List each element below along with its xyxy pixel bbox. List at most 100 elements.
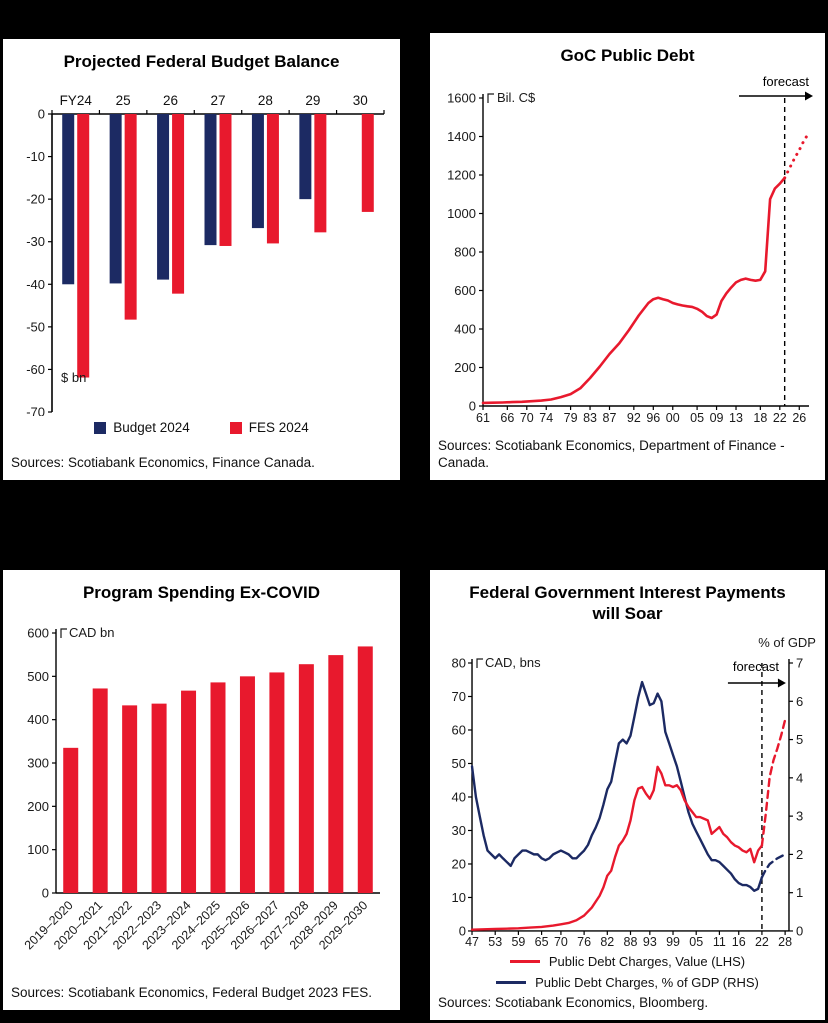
legend-swatch-budget-2024 <box>94 421 107 434</box>
svg-text:3: 3 <box>795 808 802 823</box>
panel-interest-payments: Federal Government Interest Payments wil… <box>427 567 828 1023</box>
svg-text:26: 26 <box>163 93 178 108</box>
svg-text:25: 25 <box>115 93 130 108</box>
svg-text:400: 400 <box>27 712 49 727</box>
svg-text:47: 47 <box>465 934 479 948</box>
svg-text:18: 18 <box>753 411 767 425</box>
svg-text:0: 0 <box>458 923 465 938</box>
svg-text:1200: 1200 <box>447 168 476 183</box>
svg-text:5: 5 <box>795 732 802 747</box>
legend-item-budget-2024: Budget 2024 <box>94 420 190 435</box>
svg-text:88: 88 <box>623 934 637 948</box>
svg-text:74: 74 <box>539 411 553 425</box>
sources-note-program-spending: Sources: Scotiabank Economics, Federal B… <box>11 985 372 1001</box>
svg-text:$ bn: $ bn <box>61 370 86 385</box>
svg-text:600: 600 <box>454 283 476 298</box>
legend-swatch-debt-charges-gdp <box>496 981 527 985</box>
svg-text:6: 6 <box>795 693 802 708</box>
panel-goc-public-debt: GoC Public Debt 0 200 400 600 800 1000 1200 140… <box>427 30 828 483</box>
svg-text:80: 80 <box>451 655 465 670</box>
svg-text:83: 83 <box>583 411 597 425</box>
svg-text:50: 50 <box>451 755 465 770</box>
legend-label-budget-2024: Budget 2024 <box>113 420 190 436</box>
svg-text:CAD bn: CAD bn <box>69 625 115 640</box>
svg-text:400: 400 <box>454 322 476 337</box>
svg-text:0: 0 <box>37 107 44 122</box>
chart-title-program-spending: Program Spending Ex-COVID <box>82 583 321 602</box>
svg-text:100: 100 <box>27 842 49 857</box>
svg-text:1: 1 <box>795 885 802 900</box>
svg-text:22: 22 <box>772 411 786 425</box>
legend-label-debt-charges-gdp: Public Debt Charges, % of GDP (RHS) <box>535 975 759 991</box>
svg-text:65: 65 <box>534 934 548 948</box>
svg-text:70: 70 <box>451 688 465 703</box>
svg-text:70: 70 <box>553 934 567 948</box>
svg-text:79: 79 <box>563 411 577 425</box>
svg-text:09: 09 <box>709 411 723 425</box>
svg-text:2: 2 <box>795 846 802 861</box>
legend-item-fes-2024: FES 2024 <box>229 420 309 436</box>
svg-text:29: 29 <box>305 93 320 108</box>
legend-label-fes-2024: FES 2024 <box>248 420 309 436</box>
svg-text:93: 93 <box>642 934 656 948</box>
svg-text:20: 20 <box>451 856 465 871</box>
svg-text:forecast: forecast <box>762 74 809 89</box>
svg-text:30: 30 <box>352 93 367 108</box>
svg-text:-40: -40 <box>26 277 45 292</box>
svg-text:66: 66 <box>500 411 514 425</box>
svg-text:61: 61 <box>476 411 490 425</box>
svg-text:70: 70 <box>519 411 533 425</box>
chart-title-interest-payments: Federal Government Interest Payments wil… <box>469 583 786 624</box>
panel-budget-balance: Projected Federal Budget Balance 0 -10 -20… <box>0 36 403 483</box>
svg-text:500: 500 <box>27 669 49 684</box>
svg-text:FY24: FY24 <box>59 93 92 108</box>
svg-text:26: 26 <box>792 411 806 425</box>
legend-swatch-fes-2024 <box>229 421 242 434</box>
legend-label-debt-charges-value: Public Debt Charges, Value (LHS) <box>548 954 746 970</box>
svg-text:13: 13 <box>729 411 743 425</box>
svg-text:-10: -10 <box>26 149 45 164</box>
svg-text:0: 0 <box>468 399 475 414</box>
svg-text:27: 27 <box>210 93 225 108</box>
svg-text:59: 59 <box>511 934 525 948</box>
svg-text:600: 600 <box>27 626 49 641</box>
svg-text:96: 96 <box>646 411 660 425</box>
svg-text:1000: 1000 <box>447 206 476 221</box>
svg-text:60: 60 <box>451 722 465 737</box>
svg-text:-30: -30 <box>26 234 45 249</box>
budget-balance-legend: Budget 2024 FES 2024 <box>11 420 392 435</box>
svg-text:1600: 1600 <box>447 91 476 106</box>
legend-item-debt-charges-gdp: Public Debt Charges, % of GDP (RHS) <box>496 975 759 990</box>
svg-text:05: 05 <box>689 934 703 948</box>
legend-item-debt-charges-value: Public Debt Charges, Value (LHS) <box>509 954 746 970</box>
svg-text:-20: -20 <box>26 192 45 207</box>
svg-text:0: 0 <box>795 923 802 938</box>
svg-text:-70: -70 <box>26 405 45 417</box>
svg-text:200: 200 <box>27 799 49 814</box>
sources-note-goc-public-debt: Sources: Scotiabank Economics, Departmen… <box>438 437 785 471</box>
goc-public-debt-chart: 0 200 400 600 800 1000 1200 1400 1600 61 66 70 74 79 8… <box>447 74 813 425</box>
legend-swatch-debt-charges-value <box>509 960 540 964</box>
svg-text:200: 200 <box>454 360 476 375</box>
svg-text:10: 10 <box>451 889 465 904</box>
svg-text:30: 30 <box>451 822 465 837</box>
chart-title-goc-public-debt: GoC Public Debt <box>560 46 695 65</box>
svg-text:CAD, bns: CAD, bns <box>485 654 541 669</box>
svg-text:82: 82 <box>600 934 614 948</box>
svg-text:4: 4 <box>795 770 802 785</box>
svg-text:16: 16 <box>731 934 745 948</box>
svg-text:-60: -60 <box>26 362 45 377</box>
svg-text:53: 53 <box>488 934 502 948</box>
svg-text:87: 87 <box>602 411 616 425</box>
svg-text:800: 800 <box>454 245 476 260</box>
svg-text:% of GDP: % of GDP <box>758 634 816 649</box>
svg-text:7: 7 <box>795 655 802 670</box>
budget-balance-chart: 0 -10 -20 -30 -40 -50 -60 -70 FY24 25 26 27 28 29 30 $ … <box>26 93 385 417</box>
svg-text:1400: 1400 <box>447 129 476 144</box>
svg-text:0: 0 <box>41 886 48 901</box>
svg-text:28: 28 <box>257 93 272 108</box>
svg-text:00: 00 <box>665 411 679 425</box>
svg-text:-50: -50 <box>26 320 45 335</box>
svg-text:92: 92 <box>626 411 640 425</box>
